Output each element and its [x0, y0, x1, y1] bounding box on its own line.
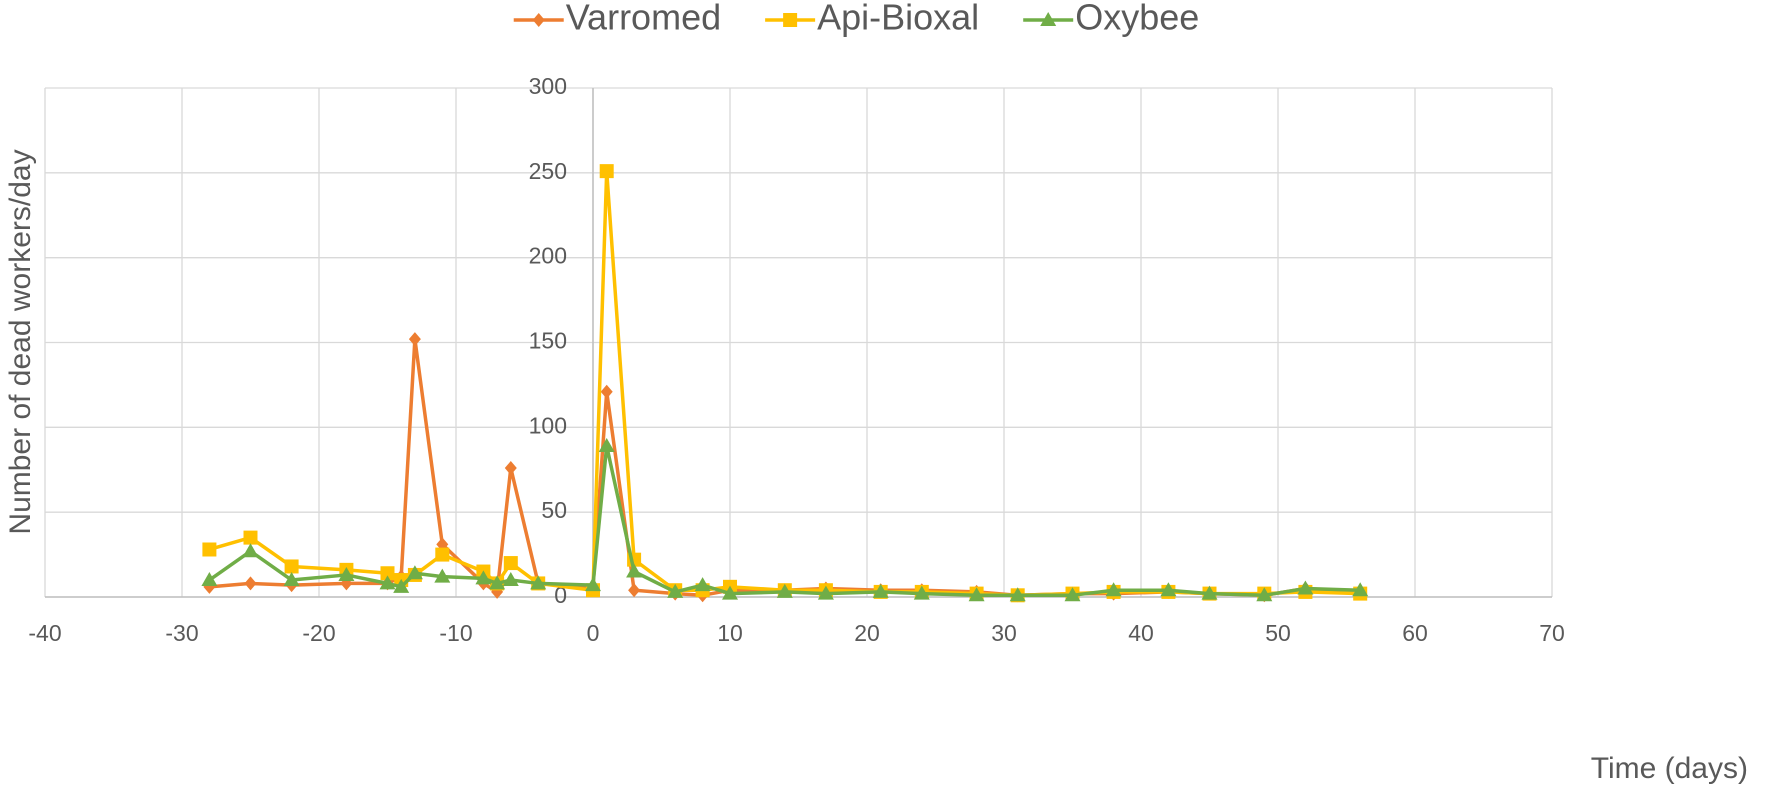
y-tick-label: 300 [529, 73, 567, 99]
x-tick-label: -20 [302, 620, 335, 646]
x-tick-label: -30 [165, 620, 198, 646]
marker [1352, 582, 1369, 597]
marker [283, 572, 300, 587]
marker [1201, 585, 1218, 600]
marker [1064, 587, 1081, 602]
y-tick-label: 50 [541, 497, 567, 523]
x-tick-label: 50 [1265, 620, 1291, 646]
marker [380, 566, 395, 581]
series-line [209, 337, 1361, 598]
marker [776, 583, 793, 598]
y-tick-label: 250 [529, 158, 567, 184]
marker [338, 566, 355, 581]
marker [913, 585, 930, 600]
marker [434, 568, 451, 583]
marker [242, 543, 259, 558]
marker [817, 585, 834, 600]
marker [244, 576, 257, 591]
marker [530, 575, 547, 590]
marker [504, 461, 517, 476]
marker [968, 587, 985, 602]
series [201, 437, 1369, 602]
y-tick-label: 100 [529, 412, 567, 438]
legend-label: Oxybee [1075, 0, 1199, 38]
marker [628, 583, 641, 598]
marker [408, 332, 421, 347]
marker [1040, 12, 1057, 26]
marker [489, 575, 506, 590]
y-tick-label: 200 [529, 243, 567, 269]
marker [599, 164, 614, 179]
x-tick-label: 0 [587, 620, 600, 646]
marker [243, 530, 258, 545]
marker [503, 556, 518, 571]
marker [379, 575, 396, 590]
marker [201, 572, 218, 587]
marker [284, 559, 299, 574]
x-tick-label: 30 [991, 620, 1017, 646]
marker [202, 542, 217, 557]
x-axis-title: Time (days) [1591, 752, 1748, 785]
series-line [208, 169, 1361, 598]
marker [1105, 582, 1122, 597]
x-tick-label: -40 [28, 620, 61, 646]
y-tick-label: 0 [554, 582, 567, 608]
series [203, 332, 1367, 603]
marker [1256, 587, 1273, 602]
marker [1009, 587, 1026, 602]
marker [1297, 580, 1314, 595]
marker [598, 437, 615, 452]
legend-label: Varromed [566, 0, 721, 38]
x-tick-label: 10 [717, 620, 743, 646]
x-tick-label: 20 [854, 620, 880, 646]
marker [435, 547, 450, 562]
marker [667, 583, 684, 598]
legend-label: Api-Bioxal [817, 0, 979, 38]
marker [502, 572, 519, 587]
marker [1160, 582, 1177, 597]
x-tick-label: -10 [439, 620, 472, 646]
marker [475, 570, 492, 585]
marker [783, 13, 798, 27]
marker [694, 577, 711, 592]
marker [585, 577, 601, 592]
marker [722, 585, 738, 600]
marker [872, 583, 889, 598]
y-tick-label: 150 [529, 328, 567, 354]
marker [393, 578, 410, 593]
y-axis-title: Number of dead workers/day [4, 149, 37, 534]
x-tick-label: 70 [1539, 620, 1565, 646]
marker [532, 13, 545, 27]
marker [406, 565, 423, 580]
series [202, 164, 1368, 603]
x-tick-label: 60 [1402, 620, 1428, 646]
marker [600, 384, 613, 399]
marker [626, 563, 643, 578]
x-tick-label: 40 [1128, 620, 1154, 646]
